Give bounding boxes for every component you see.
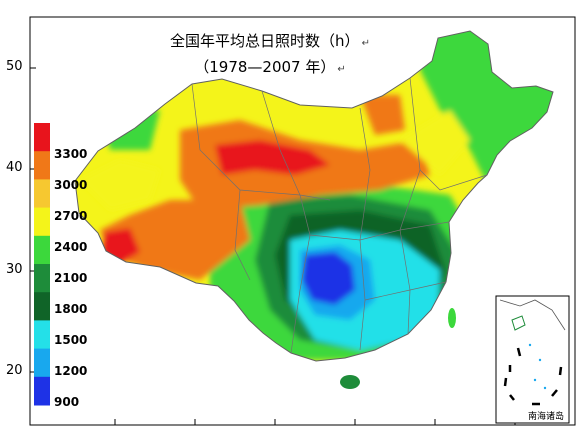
legend-swatch-8 <box>34 348 50 378</box>
legend-swatch-3 <box>34 207 50 237</box>
legend-swatch-7 <box>34 320 50 350</box>
region-900-1200 <box>302 252 355 305</box>
south-china-sea-inset <box>495 295 570 424</box>
legend-swatch-6 <box>34 292 50 321</box>
hainan-island <box>340 375 360 389</box>
subtitle-text: （1978—2007 年） <box>194 58 336 76</box>
taiwan-island <box>448 308 456 328</box>
title-return-mark: ↵ <box>361 38 370 49</box>
latitude-label-20: 20 <box>6 363 23 378</box>
legend-label-2700: 2700 <box>54 209 88 223</box>
legend-label-1800: 1800 <box>54 302 88 316</box>
latitude-label-30: 30 <box>6 262 23 277</box>
legend-swatch-0 <box>34 123 50 152</box>
south-china-sea-islands-label: 南海诸岛 <box>528 412 565 422</box>
legend-label-3000: 3000 <box>54 178 88 192</box>
legend-label-1200: 1200 <box>54 364 88 378</box>
legend-label-2100: 2100 <box>54 271 88 285</box>
region-xinjiang-2700-3000 <box>80 160 160 210</box>
legend-swatch-9 <box>34 376 50 406</box>
legend-label-900: 900 <box>54 395 80 409</box>
region-north-3000-3300 <box>360 95 405 135</box>
map-subtitle: （1978—2007 年） ↵ <box>120 56 420 77</box>
legend-swatch-2 <box>34 179 50 209</box>
latitude-label-50: 50 <box>6 59 23 74</box>
legend-swatch-5 <box>34 264 50 293</box>
province-boundaries <box>191 77 488 354</box>
region-north-over-3300 <box>215 140 330 175</box>
subtitle-return-mark: ↵ <box>337 64 346 75</box>
plot-frame <box>29 16 576 426</box>
legend-swatch-4 <box>34 235 50 265</box>
title-text: 全国年平均总日照时数（h） <box>170 32 360 50</box>
region-plateau-3000-3300 <box>100 200 250 280</box>
legend-label-2400: 2400 <box>54 240 88 254</box>
longitude-ticks <box>114 419 516 425</box>
latitude-label-40: 40 <box>6 160 23 175</box>
legend-label-3300: 3300 <box>54 147 88 161</box>
map-title: 全国年平均总日照时数（h） ↵ <box>120 30 420 51</box>
legend-swatch-1 <box>34 151 50 180</box>
legend-bar <box>34 123 50 406</box>
legend-label-1500: 1500 <box>54 333 88 347</box>
region-inner-mongolia-2700-3000 <box>400 110 470 175</box>
